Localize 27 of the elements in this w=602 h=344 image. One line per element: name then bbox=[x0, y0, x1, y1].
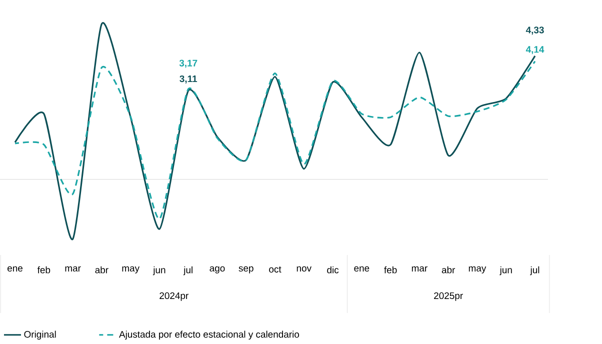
x-tick-label: nov bbox=[296, 266, 312, 272]
data-label: 3,17 bbox=[179, 60, 198, 68]
x-tick-label: abr bbox=[95, 266, 108, 274]
x-tick-label: sep bbox=[238, 266, 254, 274]
text: 2024pr bbox=[160, 292, 188, 301]
x-tick-label: mar bbox=[65, 266, 81, 272]
x-tick-label: jul bbox=[530, 266, 540, 276]
legend-label: Original bbox=[24, 330, 56, 340]
text: 2025pr bbox=[434, 292, 463, 301]
x-tick-label: feb bbox=[37, 266, 50, 274]
legend-label: Ajustada por efecto estacional y calendario bbox=[119, 330, 300, 340]
x-tick-label: ene bbox=[8, 266, 22, 272]
x-tick-label: may bbox=[122, 266, 140, 274]
x-tick-label: jul bbox=[183, 266, 192, 276]
x-tick-label: jun bbox=[152, 266, 166, 276]
x-tick-label: ene bbox=[354, 266, 370, 272]
x-tick-label: may bbox=[468, 266, 486, 274]
x-tick-label: ago bbox=[210, 266, 225, 274]
data-label: 4,33 bbox=[526, 26, 544, 35]
data-label: 3,11 bbox=[180, 75, 198, 84]
x-tick-label: oct bbox=[269, 266, 282, 273]
x-tick-label: mar bbox=[412, 266, 428, 272]
data-label: 4,14 bbox=[526, 46, 544, 54]
x-tick-label: dic bbox=[327, 266, 339, 274]
x-tick-label: jun bbox=[500, 266, 512, 276]
x-tick-label: abr bbox=[442, 266, 456, 274]
x-tick-label: feb bbox=[384, 266, 397, 274]
